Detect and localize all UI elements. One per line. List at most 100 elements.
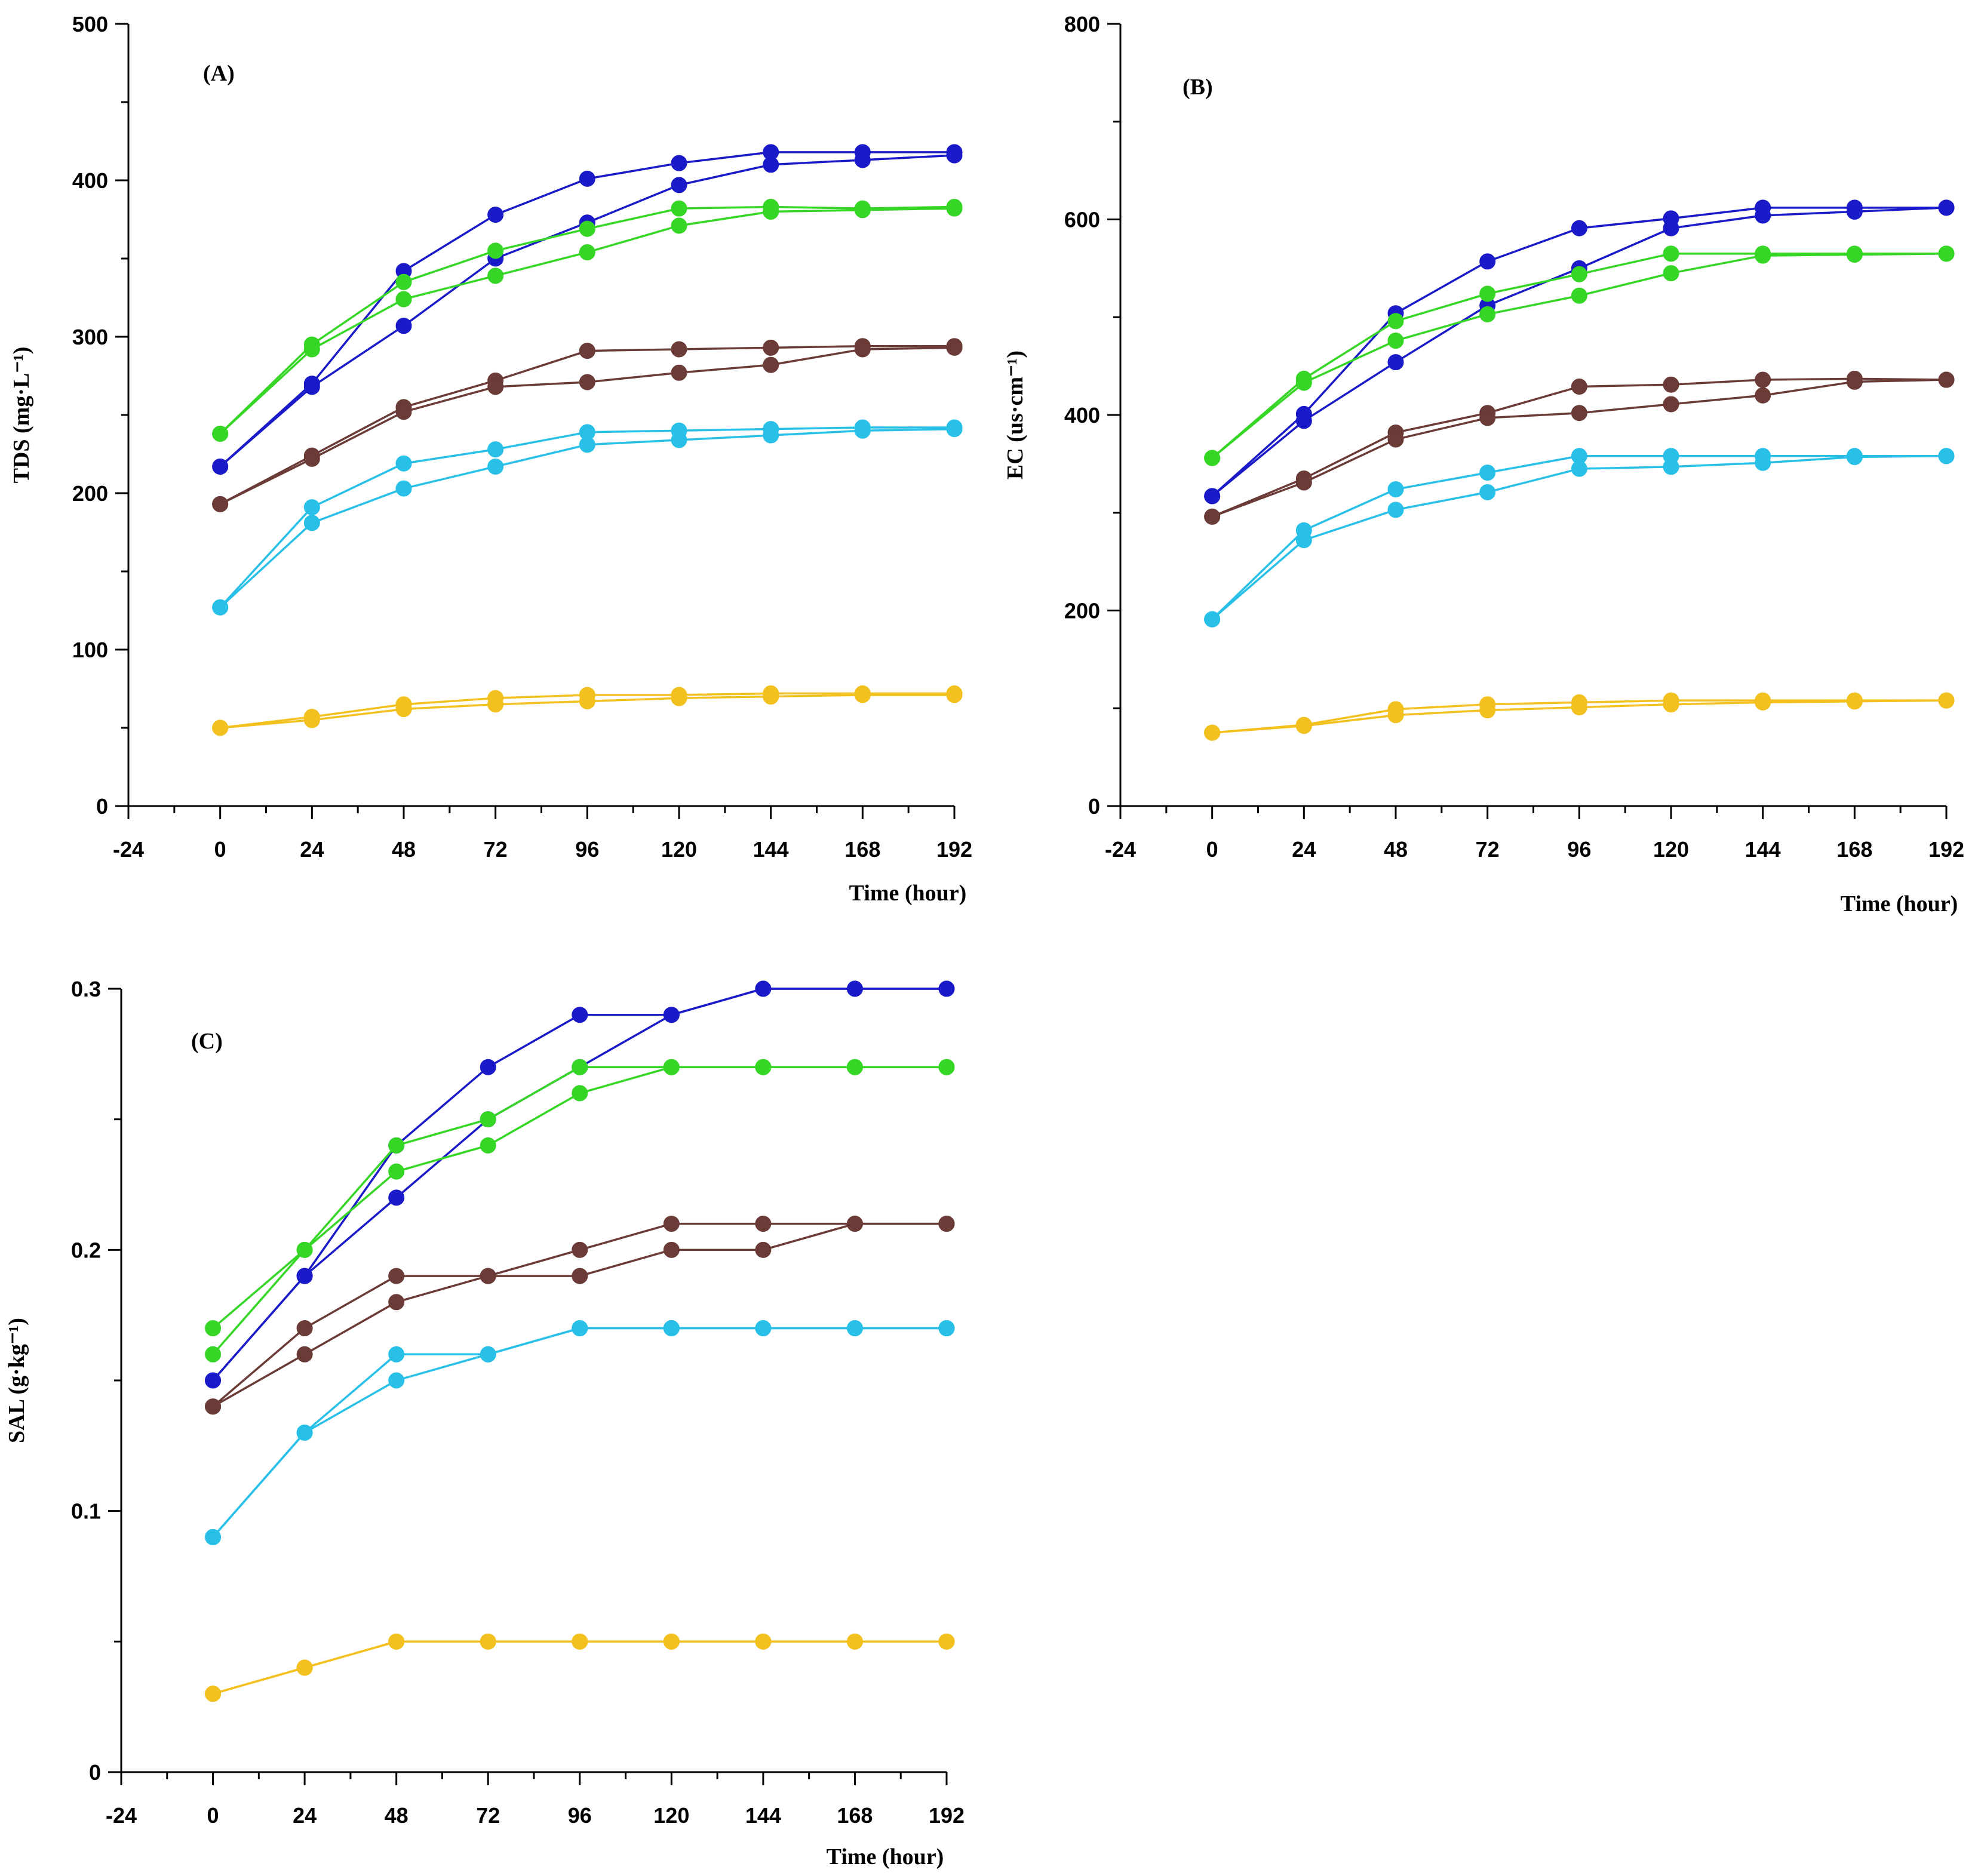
x-tick-label: 168 bbox=[844, 837, 880, 862]
data-point bbox=[579, 343, 595, 359]
data-point bbox=[488, 268, 503, 284]
panel-label: (C) bbox=[191, 1029, 223, 1054]
data-point bbox=[1847, 694, 1862, 709]
data-point bbox=[304, 712, 320, 728]
data-point bbox=[847, 1059, 862, 1075]
data-point bbox=[1388, 708, 1403, 723]
data-point bbox=[1571, 220, 1587, 236]
x-tick-label: 192 bbox=[929, 1803, 965, 1828]
data-point bbox=[205, 1399, 221, 1414]
y-tick-label: 800 bbox=[1064, 12, 1100, 36]
data-point bbox=[1847, 374, 1862, 389]
data-point bbox=[213, 459, 228, 474]
data-point bbox=[664, 1059, 679, 1075]
y-tick-label: 0.3 bbox=[71, 977, 101, 1001]
data-point bbox=[389, 1373, 404, 1388]
data-point bbox=[579, 374, 595, 390]
data-point bbox=[1388, 313, 1403, 329]
data-point bbox=[1571, 379, 1587, 395]
data-point bbox=[947, 147, 962, 163]
x-tick-label: 168 bbox=[837, 1803, 873, 1828]
data-point bbox=[1663, 377, 1679, 392]
y-tick-label: 400 bbox=[1064, 403, 1100, 428]
data-point bbox=[297, 1660, 312, 1675]
data-point bbox=[297, 1425, 312, 1440]
series-line bbox=[213, 1067, 947, 1354]
data-point bbox=[1388, 355, 1403, 370]
data-point bbox=[389, 1190, 404, 1205]
x-tick-label: 48 bbox=[1384, 837, 1408, 862]
y-tick-label: 100 bbox=[72, 638, 108, 662]
data-point bbox=[1939, 246, 1954, 262]
y-tick-label: 0.1 bbox=[71, 1499, 101, 1524]
data-point bbox=[213, 599, 228, 615]
data-point bbox=[396, 274, 411, 290]
data-point bbox=[755, 1634, 771, 1649]
x-tick-label: 48 bbox=[385, 1803, 409, 1828]
series-line bbox=[220, 152, 954, 467]
y-tick-label: 200 bbox=[1064, 599, 1100, 623]
data-point bbox=[671, 177, 687, 193]
data-point bbox=[396, 456, 411, 471]
data-point bbox=[1755, 208, 1771, 223]
panel-label: (A) bbox=[203, 61, 235, 86]
data-point bbox=[855, 687, 870, 703]
data-point bbox=[304, 379, 320, 395]
data-point bbox=[579, 171, 595, 186]
data-point bbox=[855, 152, 870, 168]
y-tick-label: 0.2 bbox=[71, 1238, 101, 1262]
data-point bbox=[304, 500, 320, 515]
data-point bbox=[1571, 405, 1587, 421]
data-point bbox=[763, 428, 779, 443]
data-point bbox=[579, 245, 595, 260]
data-point bbox=[947, 422, 962, 437]
series-line bbox=[1212, 254, 1946, 458]
data-point bbox=[1571, 266, 1587, 282]
data-point bbox=[755, 1321, 771, 1336]
series-line bbox=[213, 1328, 947, 1537]
data-point bbox=[1205, 509, 1220, 524]
data-point bbox=[664, 1634, 679, 1649]
data-point bbox=[1847, 247, 1862, 262]
data-point bbox=[763, 157, 779, 173]
data-point bbox=[763, 357, 779, 373]
data-point bbox=[205, 1373, 221, 1388]
x-tick-label: 0 bbox=[214, 837, 226, 862]
x-tick-label: 0 bbox=[1206, 837, 1218, 862]
data-point bbox=[389, 1346, 404, 1362]
data-point bbox=[1847, 204, 1862, 219]
data-point bbox=[1388, 432, 1403, 447]
data-point bbox=[297, 1242, 312, 1257]
x-tick-label: -24 bbox=[106, 1803, 137, 1828]
data-point bbox=[1939, 200, 1954, 216]
x-tick-label: 168 bbox=[1836, 837, 1872, 862]
x-tick-label: -24 bbox=[113, 837, 144, 862]
x-tick-label: 24 bbox=[1292, 837, 1316, 862]
data-point bbox=[847, 981, 862, 997]
series-line bbox=[1212, 456, 1946, 619]
data-point bbox=[1205, 450, 1220, 466]
data-point bbox=[1480, 410, 1495, 426]
data-point bbox=[488, 379, 503, 395]
data-point bbox=[389, 1294, 404, 1310]
data-point bbox=[664, 1007, 679, 1023]
y-axis-title: SAL (g·kg⁻¹) bbox=[4, 1318, 29, 1443]
data-point bbox=[480, 1268, 496, 1284]
x-tick-label: 120 bbox=[661, 837, 697, 862]
data-point bbox=[304, 451, 320, 466]
data-point bbox=[847, 1634, 862, 1649]
data-point bbox=[1847, 449, 1862, 465]
data-point bbox=[1480, 484, 1495, 500]
y-tick-label: 400 bbox=[72, 168, 108, 193]
data-point bbox=[1480, 703, 1495, 718]
data-point bbox=[1388, 333, 1403, 349]
data-point bbox=[480, 1059, 496, 1075]
data-point bbox=[396, 404, 411, 420]
y-axis-title: TDS (mg·L⁻¹) bbox=[9, 347, 34, 484]
data-point bbox=[579, 693, 595, 709]
data-point bbox=[763, 340, 779, 355]
data-point bbox=[297, 1346, 312, 1362]
y-tick-label: 300 bbox=[72, 325, 108, 349]
data-point bbox=[947, 687, 962, 703]
data-point bbox=[205, 1529, 221, 1545]
